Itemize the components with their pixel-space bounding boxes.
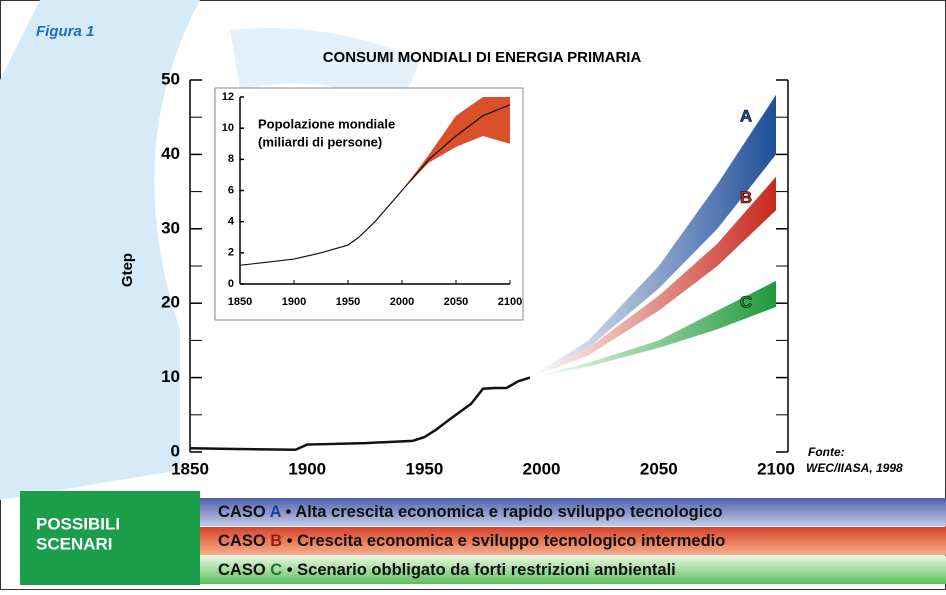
case-letter: A (270, 503, 282, 521)
y-tick-label: 40 (161, 144, 180, 163)
figure-label: Figura 1 (36, 23, 94, 40)
legend-case: CASO B • Crescita economica e sviluppo t… (218, 532, 725, 550)
x-tick-label: 1950 (336, 296, 360, 308)
y-tick-label: 4 (228, 216, 235, 228)
y-tick-label: 20 (161, 293, 180, 312)
x-tick-label: 2000 (523, 459, 561, 478)
case-prefix: CASO (218, 503, 270, 521)
line (239, 104, 511, 266)
x-tick-label: 2100 (757, 459, 795, 478)
x-tick-label: 2000 (390, 296, 414, 308)
inset-title: (miliardi di persone) (258, 134, 382, 149)
x-tick-label: 1900 (282, 296, 306, 308)
chart-title: CONSUMI MONDIALI DI ENERGIA PRIMARIA (323, 49, 642, 66)
y-tick-label: 6 (228, 184, 234, 196)
x-tick-label: 1950 (405, 459, 443, 478)
x-tick-label: 1850 (228, 296, 252, 308)
case-text: • Alta crescita economica e rapido svilu… (281, 503, 723, 521)
legend-case: CASO C • Scenario obbligato da forti res… (218, 561, 676, 579)
scenario-band (402, 97, 510, 191)
legend-heading: POSSIBILI (36, 514, 120, 533)
y-tick-label: 30 (161, 218, 180, 237)
band-label: A (740, 106, 752, 125)
y-tick-label: 0 (171, 441, 180, 460)
x-tick-label: 2100 (498, 296, 522, 308)
y-tick-label: 10 (222, 122, 234, 134)
y-tick-label: 10 (161, 367, 180, 386)
line (189, 376, 531, 452)
band-label: B (740, 188, 752, 207)
case-text: • Scenario obbligato da forti restrizion… (282, 561, 676, 579)
legend-row (200, 556, 946, 584)
legend-heading: SCENARI (36, 534, 113, 553)
legend-row (200, 527, 946, 555)
x-tick-label: 2050 (640, 459, 678, 478)
x-tick-label: 1900 (288, 459, 326, 478)
legend-case: CASO A • Alta crescita economica e rapid… (218, 503, 723, 521)
band-label: C (740, 292, 752, 311)
y-tick-label: 0 (228, 278, 234, 290)
y-tick-label: 8 (228, 153, 234, 165)
inset-title: Popolazione mondiale (258, 116, 395, 131)
x-tick-label: 2050 (444, 296, 468, 308)
y-axis-label: Gtep (119, 253, 136, 287)
case-letter: B (270, 532, 282, 550)
case-letter: C (270, 561, 282, 579)
y-tick-label: 50 (161, 69, 180, 88)
y-tick-label: 12 (222, 91, 234, 103)
legend-row (200, 498, 946, 526)
y-tick-label: 2 (228, 247, 234, 259)
case-prefix: CASO (218, 532, 270, 550)
case-prefix: CASO (218, 561, 270, 579)
case-text: • Crescita economica e sviluppo tecnolog… (282, 532, 725, 550)
source: Fonte: (808, 445, 845, 459)
x-tick-label: 1850 (171, 459, 209, 478)
source: WEC/IIASA, 1998 (806, 461, 903, 475)
legend-heading-box (20, 491, 200, 585)
background-shape (0, 0, 200, 500)
